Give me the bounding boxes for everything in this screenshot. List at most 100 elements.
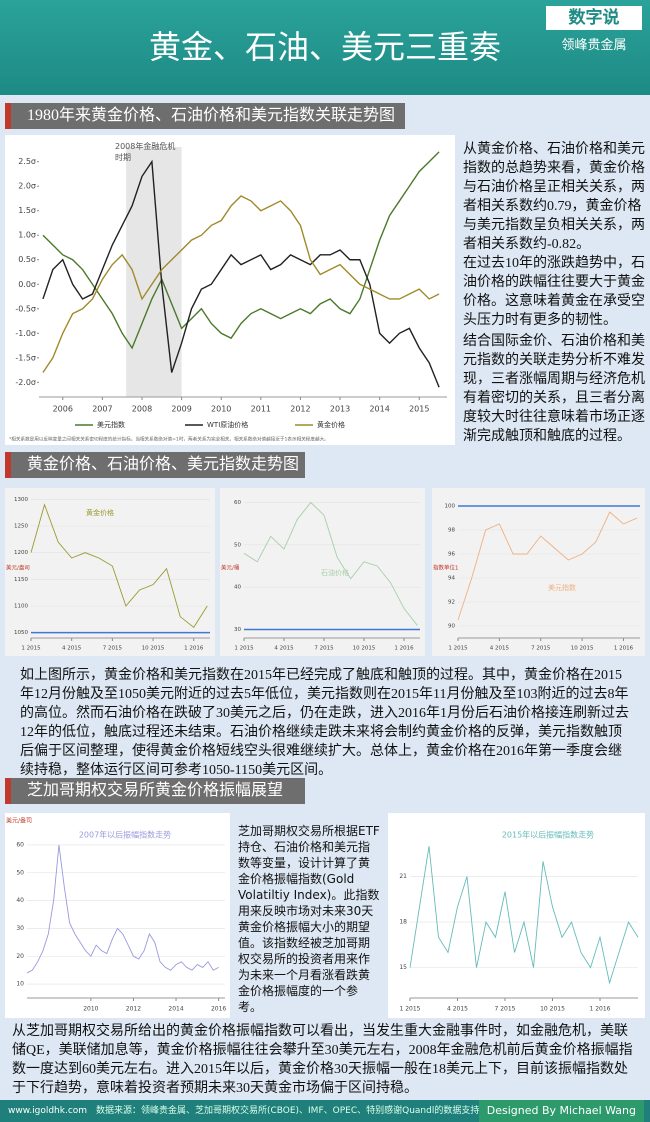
chart-title: 2015年以后振幅指数走势 (502, 830, 594, 840)
footer-credit: Designed By Michael Wang (478, 1100, 644, 1122)
x-tick-label: 2009 (171, 405, 191, 414)
x-tick-label: 2008 (132, 405, 152, 414)
chart-box: 10 20 30 40 50 60 2010 2012 2014 2016 2007年以后振幅指数走… (5, 813, 230, 1018)
chart: 1050 1100 1150 1200 1250 1300 1 2015 4 2015 7 20… (6, 497, 210, 652)
legend-label: 美元指数 (97, 420, 125, 429)
paragraph: 从黄金价格、石油价格和美元指数的总趋势来看，黄金价格与石油价格呈正相关关系，两者… (463, 142, 645, 252)
x-tick-label: 4 2015 (490, 646, 510, 652)
y-tick-label: 2.5σ (18, 157, 36, 166)
x-tick-label: 10 2015 (571, 646, 594, 652)
footer-sources: 数据来源：领峰贵金属、芝加哥期权交易所(CBOE)、IMF、OPEC、特别感谢Q… (95, 1106, 480, 1116)
chart: 10 20 30 40 50 60 2010 2012 2014 2016 2007年以后振幅指数走… (6, 817, 226, 1013)
y-tick-label: 1150 (14, 577, 28, 583)
page-title: 黄金、石油、美元三重奏 (148, 29, 501, 65)
x-tick-label: 7 2015 (314, 646, 334, 652)
legend-label: 黄金价格 (317, 420, 345, 429)
x-tick-label: 10 2015 (142, 646, 165, 652)
y-tick-label: 90 (448, 624, 455, 630)
y-tick-label: 60 (16, 841, 24, 848)
y-tick-label: 20 (16, 953, 24, 960)
x-tick-label: 7 2015 (531, 646, 551, 652)
line (457, 511, 638, 621)
y-tick-label: 50 (16, 869, 24, 876)
y-tick-label: 15 (399, 964, 407, 971)
x-tick-label: 7 2015 (103, 646, 123, 652)
x-tick-label: 4 2015 (274, 646, 294, 652)
x-tick-label: 1 2016 (614, 646, 634, 652)
chart-box: 1050 1100 1150 1200 1250 1300 1 2015 4 2015 7 20… (5, 488, 215, 656)
y-axis-label: 美元/桶 (221, 564, 240, 572)
x-tick-label: 2012 (290, 405, 310, 414)
y-tick-label: 18 (399, 919, 407, 926)
y-tick-label: 1050 (14, 630, 28, 636)
y-tick-label: -1.0σ (15, 329, 36, 338)
y-tick-label: 98 (448, 528, 455, 534)
brand: 领峰贵金属 (561, 37, 627, 52)
header (0, 0, 650, 95)
y-tick-label: -2.0σ (15, 378, 36, 387)
y-tick-label: 1.5σ (18, 206, 36, 215)
legend-label: WTI原油价格 (207, 420, 248, 429)
y-tick-label: 1100 (14, 604, 28, 610)
x-tick-label: 1 2016 (394, 646, 414, 652)
chart: 15 18 21 1 2015 4 2015 7 2015 10 2015 1 2016 201… (399, 830, 639, 1013)
section-title: 黄金价格、石油价格、美元指数走势图 (5, 452, 305, 478)
paragraph: 在过去10年的涨跌趋势中，石油价格的跌幅往往要大于黄金价格。这意味着黄金在承受空… (463, 256, 645, 328)
y-tick-label: 1.0σ (18, 231, 36, 240)
y-tick-label: 0.0σ (18, 280, 36, 289)
y-tick-label: 30 (16, 925, 24, 932)
y-tick-label: 100 (445, 504, 456, 510)
annotation: 2008年金融危机时期 (115, 142, 176, 162)
x-tick-label: 2010 (83, 1006, 98, 1013)
x-tick-label: 4 2015 (447, 1006, 468, 1013)
x-tick-label: 1 2015 (448, 646, 468, 652)
y-tick-label: 10 (16, 981, 24, 988)
footer: www.igoldhk.com 数据来源：领峰贵金属、芝加哥期权交易所(CBOE… (0, 1100, 650, 1122)
x-tick-label: 1 2015 (21, 646, 41, 652)
y-tick-label: 21 (399, 873, 407, 880)
y-tick-label: 1300 (14, 497, 28, 503)
y-tick-label: 96 (448, 552, 455, 558)
y-tick-label: 0.5σ (18, 255, 36, 264)
x-tick-label: 1 2016 (184, 646, 204, 652)
y-axis-label: 美元/盎司 (6, 564, 30, 572)
footnote: *相关系数是用以反映变量之间相关关系密切程度的统计指标。当相关系数绝对值=1时，… (9, 436, 329, 443)
chart: 2.5σ 2.0σ 1.5σ 1.0σ 0.5σ 0.0σ -0.5σ -1.0σ -1.5σ -… (9, 147, 447, 443)
y-tick-label: 40 (234, 585, 241, 591)
chart-box: 30 40 50 60 1 2015 4 2015 7 2015 10 2015 1 2016 石… (220, 488, 425, 656)
line (42, 151, 440, 350)
x-tick-label: 10 2015 (353, 646, 376, 652)
x-tick-label: 2015 (409, 405, 429, 414)
line (42, 195, 440, 373)
x-tick-label: 10 2015 (540, 1006, 565, 1013)
paragraph: 结合国际金价、石油价格和美元指数的关联走势分析不难发现，三者涨幅周期与经济危机有… (463, 334, 645, 444)
y-tick-label: 94 (448, 576, 455, 582)
x-tick-label: 2013 (330, 405, 350, 414)
x-tick-label: 1 2016 (590, 1006, 611, 1013)
x-tick-label: 2014 (369, 405, 389, 414)
x-tick-label: 2012 (126, 1006, 141, 1013)
footer-url: www.igoldhk.com (8, 1106, 88, 1116)
x-tick-label: 2007 (92, 405, 112, 414)
chart-title: 2007年以后振幅指数走势 (79, 830, 171, 840)
chart-title: 石油价格 (321, 568, 349, 577)
x-tick-label: 2006 (53, 405, 73, 414)
line (30, 503, 208, 628)
y-tick-label: 92 (448, 600, 455, 606)
chart-box: 90 92 94 96 98 100 1 2015 4 2015 7 2015 10 2015 1 … (432, 488, 645, 656)
chart-title: 美元指数 (548, 583, 576, 592)
x-tick-label: 2016 (211, 1006, 226, 1013)
y-tick-label: 40 (16, 897, 24, 904)
x-tick-label: 2011 (251, 405, 271, 414)
chart: 30 40 50 60 1 2015 4 2015 7 2015 10 2015 1 2016 石… (221, 500, 420, 652)
paragraph: 芝加哥期权交易所根据ETF持仓、石油价格和美元指数等变量，设计计算了黄金价格振幅… (238, 824, 380, 1014)
y-axis-label: 指数单位1 (433, 564, 459, 572)
x-tick-label: 1 2015 (400, 1006, 421, 1013)
line (42, 159, 440, 388)
chart-box: 2.5σ 2.0σ 1.5σ 1.0σ 0.5σ 0.0σ -0.5σ -1.0σ -1.5σ -… (5, 135, 455, 445)
y-tick-label: 1250 (14, 524, 28, 530)
y-tick-label: 1200 (14, 550, 28, 556)
x-tick-label: 2010 (211, 405, 231, 414)
y-tick-label: 60 (234, 500, 241, 506)
